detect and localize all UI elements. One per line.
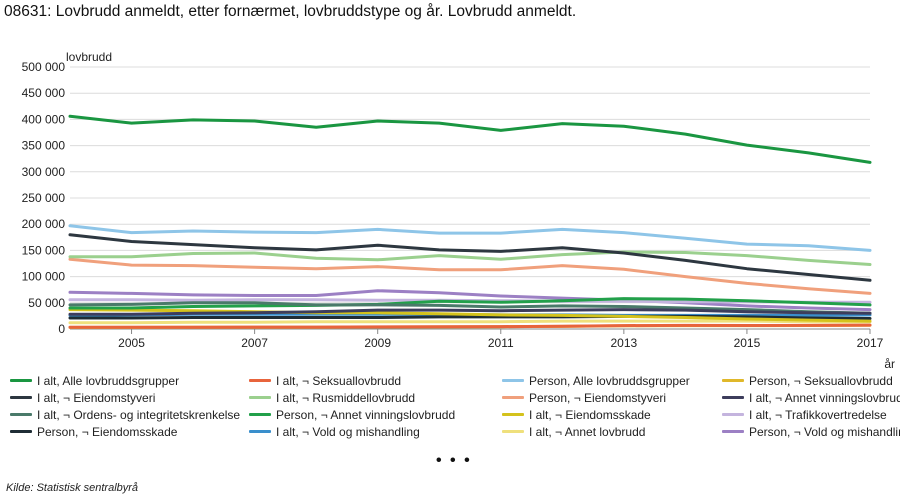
- legend-item[interactable]: I alt, ¬ Ordens- og integritetskrenkelse: [10, 406, 249, 423]
- legend-label: Person, ¬ Vold og mishandling: [749, 424, 900, 439]
- legend-label: I alt, ¬ Rusmiddellovbrudd: [276, 390, 416, 405]
- x-tick-label: 2013: [610, 336, 637, 350]
- series-line: [68, 319, 872, 325]
- series-line: [68, 314, 872, 320]
- x-tick-label: 2007: [241, 336, 268, 350]
- legend-item[interactable]: Person, ¬ Vold og mishandling: [722, 423, 900, 440]
- x-tick-label: 2017: [857, 336, 884, 350]
- y-tick-label: 150 000: [22, 243, 66, 257]
- y-tick-label: 0: [58, 322, 65, 336]
- y-tick-label: 200 000: [22, 217, 66, 231]
- y-tick-label: 50 000: [28, 296, 65, 310]
- series-line: [68, 308, 872, 323]
- legend-item[interactable]: I alt, ¬ Eiendomsskade: [502, 406, 722, 423]
- legend-label: I alt, ¬ Trafikkovertredelse: [749, 407, 887, 422]
- legend-item[interactable]: I alt, ¬ Seksuallovbrudd: [249, 372, 502, 389]
- legend-swatch: [249, 396, 271, 399]
- legend-swatch: [722, 379, 744, 382]
- legend-label: I alt, ¬ Ordens- og integritetskrenkelse: [37, 407, 241, 422]
- legend-swatch: [10, 379, 32, 382]
- y-tick-label: 500 000: [22, 60, 66, 74]
- y-axis-title: lovbrudd: [66, 50, 112, 64]
- series-line: [68, 289, 872, 312]
- legend-swatch: [502, 379, 524, 382]
- y-tick-label: 400 000: [22, 112, 66, 126]
- series-line: [68, 308, 872, 316]
- legend-item[interactable]: I alt, ¬ Vold og mishandling: [249, 423, 502, 440]
- legend-swatch: [722, 430, 744, 433]
- series-line: [68, 233, 872, 282]
- legend-item[interactable]: Person, ¬ Annet vinningslovbrudd: [249, 406, 502, 423]
- legend-label: I alt, ¬ Annet vinningslovbrudd: [749, 390, 900, 405]
- legend-swatch: [249, 430, 271, 433]
- legend-swatch: [722, 396, 744, 399]
- legend-swatch: [249, 413, 271, 416]
- x-tick-label: 2005: [118, 336, 145, 350]
- legend-label: Person, ¬ Eiendomsskade: [37, 424, 178, 439]
- x-tick-label: 2009: [364, 336, 391, 350]
- legend-swatch: [10, 430, 32, 433]
- legend-label: Person, Alle lovbruddsgrupper: [529, 373, 690, 388]
- legend-label: I alt, ¬ Annet lovbrudd: [529, 424, 646, 439]
- x-tick-label: 2015: [734, 336, 761, 350]
- legend-item[interactable]: I alt, ¬ Annet lovbrudd: [502, 423, 722, 440]
- x-tick-label: 2011: [488, 336, 514, 350]
- legend-item[interactable]: Person, ¬ Eiendomstyveri: [502, 389, 722, 406]
- series-line: [68, 250, 872, 266]
- legend-label: I alt, ¬ Seksuallovbrudd: [276, 373, 402, 388]
- legend-swatch: [502, 430, 524, 433]
- legend-label: I alt, ¬ Vold og mishandling: [276, 424, 420, 439]
- y-tick-label: 250 000: [22, 191, 66, 205]
- legend-item[interactable]: I alt, Alle lovbruddsgrupper: [10, 372, 249, 389]
- line-chart: 0 50 000 100 000 150 000 200 000 250 000 300 0…: [22, 50, 895, 371]
- more-legend-indicator[interactable]: • • •: [436, 452, 472, 469]
- source-note: Kilde: Statistisk sentralbyrå: [6, 482, 139, 494]
- x-axis-title: år: [884, 357, 895, 371]
- y-tick-label: 100 000: [22, 270, 66, 284]
- legend-swatch: [722, 413, 744, 416]
- legend-swatch: [10, 413, 32, 416]
- series-line: [68, 297, 872, 310]
- legend-label: Person, ¬ Annet vinningslovbrudd: [276, 407, 456, 422]
- legend-label: Person, ¬ Eiendomstyveri: [529, 390, 667, 405]
- legend-item[interactable]: I alt, ¬ Annet vinningslovbrudd: [722, 389, 900, 406]
- legend-label: I alt, Alle lovbruddsgrupper: [37, 373, 180, 388]
- legend-swatch: [502, 413, 524, 416]
- legend-item[interactable]: I alt, ¬ Rusmiddellovbrudd: [249, 389, 502, 406]
- series-line: [68, 257, 872, 295]
- legend-label: I alt, ¬ Eiendomstyveri: [37, 390, 156, 405]
- legend-label: Person, ¬ Seksuallovbrudd: [749, 373, 893, 388]
- legend-label: I alt, ¬ Eiendomsskade: [529, 407, 651, 422]
- legend-item[interactable]: Person, ¬ Eiendomsskade: [10, 423, 249, 440]
- legend-swatch: [249, 379, 271, 382]
- legend-swatch: [502, 396, 524, 399]
- chart-legend: I alt, Alle lovbruddsgrupper I alt, ¬ Sek…: [10, 372, 900, 440]
- legend-item[interactable]: I alt, ¬ Eiendomstyveri: [10, 389, 249, 406]
- legend-item[interactable]: I alt, ¬ Trafikkovertredelse: [722, 406, 900, 423]
- y-tick-label: 300 000: [22, 165, 66, 179]
- series-line: [68, 323, 872, 329]
- y-tick-label: 450 000: [22, 86, 66, 100]
- series-line: [68, 114, 872, 164]
- y-tick-label: 350 000: [22, 139, 66, 153]
- series-line: [68, 224, 872, 252]
- legend-item[interactable]: Person, Alle lovbruddsgrupper: [502, 372, 722, 389]
- legend-swatch: [10, 396, 32, 399]
- series-line: [68, 301, 872, 315]
- legend-item[interactable]: Person, ¬ Seksuallovbrudd: [722, 372, 900, 389]
- page-title: 08631: Lovbrudd anmeldt, etter fornærmet…: [4, 3, 577, 20]
